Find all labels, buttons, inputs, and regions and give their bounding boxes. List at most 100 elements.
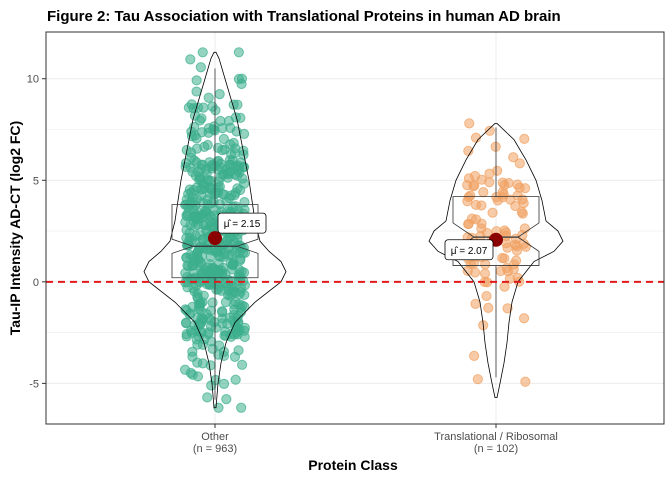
data-point xyxy=(185,249,196,261)
mean-label-text: μ̂ = 2.07 xyxy=(451,245,488,257)
data-point xyxy=(520,376,531,387)
data-point xyxy=(236,402,247,413)
data-point xyxy=(195,305,207,316)
data-point xyxy=(213,176,224,187)
x-tick-count: (n = 963) xyxy=(193,443,237,455)
data-point xyxy=(497,252,508,264)
mean-point xyxy=(208,231,222,246)
data-point xyxy=(197,297,208,308)
data-point xyxy=(463,173,475,184)
data-point xyxy=(519,183,531,194)
mean-label-text: μ̂ = 2.15 xyxy=(224,218,261,230)
data-point xyxy=(188,196,199,208)
y-axis-title: Tau-IP Intensity AD-CT (log2 FC) xyxy=(7,121,23,335)
data-point xyxy=(233,272,244,283)
data-point xyxy=(221,234,233,246)
data-point xyxy=(226,289,237,300)
data-point xyxy=(469,350,480,361)
data-point xyxy=(214,340,225,351)
data-point xyxy=(487,207,498,218)
data-point xyxy=(464,118,475,129)
data-point xyxy=(195,62,206,73)
data-point xyxy=(191,75,202,86)
data-point xyxy=(232,160,243,171)
data-point xyxy=(229,190,240,201)
data-point xyxy=(211,269,222,281)
data-point xyxy=(218,133,230,145)
data-point xyxy=(196,190,207,201)
data-point xyxy=(197,47,208,58)
data-point xyxy=(198,179,209,191)
data-point xyxy=(234,298,245,310)
data-point xyxy=(472,374,483,385)
data-point xyxy=(188,103,199,114)
data-point xyxy=(516,206,527,218)
data-point xyxy=(239,322,250,333)
grid xyxy=(46,32,664,424)
data-point xyxy=(186,147,197,158)
data-point xyxy=(224,168,235,179)
plot-area: μ̂ = 2.15 μ̂ = 2.07 xyxy=(45,31,665,425)
data-point xyxy=(519,133,530,144)
data-point xyxy=(185,367,196,379)
x-tick-label: Translational / Ribosomal xyxy=(434,431,558,443)
data-point xyxy=(210,105,221,116)
data-point xyxy=(203,92,214,103)
data-point xyxy=(181,318,192,329)
chart-title: Figure 2: Tau Association with Translati… xyxy=(47,8,561,25)
data-point xyxy=(239,178,250,189)
data-point xyxy=(508,259,519,270)
data-point xyxy=(222,318,233,329)
data-point xyxy=(481,290,492,302)
data-point xyxy=(185,54,196,65)
mean-label: μ̂ = 2.07 xyxy=(444,239,494,261)
data-point xyxy=(193,166,204,177)
data-point xyxy=(206,198,218,209)
data-point xyxy=(233,345,244,356)
x-tick-count: (n = 102) xyxy=(474,443,518,455)
data-point xyxy=(190,230,201,241)
data-point xyxy=(208,124,219,135)
data-point xyxy=(184,309,195,320)
data-point xyxy=(216,285,227,296)
data-point xyxy=(232,317,243,328)
data-point xyxy=(216,306,228,317)
data-point xyxy=(239,280,250,291)
data-point xyxy=(217,145,228,156)
data-point xyxy=(518,313,530,324)
data-point xyxy=(197,275,209,286)
data-point xyxy=(236,78,247,90)
data-point xyxy=(470,298,481,309)
data-point xyxy=(230,143,241,154)
data-point xyxy=(519,223,530,234)
x-axis-ticks: Other(n = 963) Translational / Ribosomal(… xyxy=(193,424,558,455)
data-point xyxy=(502,265,514,277)
data-point xyxy=(508,152,519,163)
violin-outline xyxy=(428,122,564,398)
data-point xyxy=(235,112,246,123)
x-tick-label: Other xyxy=(201,431,229,443)
y-tick-label: -5 xyxy=(29,378,39,390)
panel-border xyxy=(45,31,665,425)
data-point xyxy=(463,191,474,203)
data-point xyxy=(180,161,191,172)
data-point xyxy=(202,392,213,403)
data-point xyxy=(183,237,194,248)
data-point xyxy=(463,218,474,230)
data-point xyxy=(187,260,198,271)
data-point xyxy=(202,243,213,254)
data-point xyxy=(215,251,226,262)
data-point xyxy=(205,360,216,371)
box-notched xyxy=(452,196,540,266)
data-point xyxy=(499,281,510,292)
mean-label: μ̂ = 2.15 xyxy=(217,212,267,234)
x-axis-title: Protein Class xyxy=(308,457,398,473)
data-point xyxy=(181,224,192,236)
data-point xyxy=(189,286,200,297)
y-tick-label: 0 xyxy=(33,277,39,289)
data-point xyxy=(198,102,209,113)
data-point xyxy=(182,211,193,222)
point-cloud xyxy=(462,118,532,387)
data-point xyxy=(502,242,513,253)
data-point xyxy=(484,168,495,179)
